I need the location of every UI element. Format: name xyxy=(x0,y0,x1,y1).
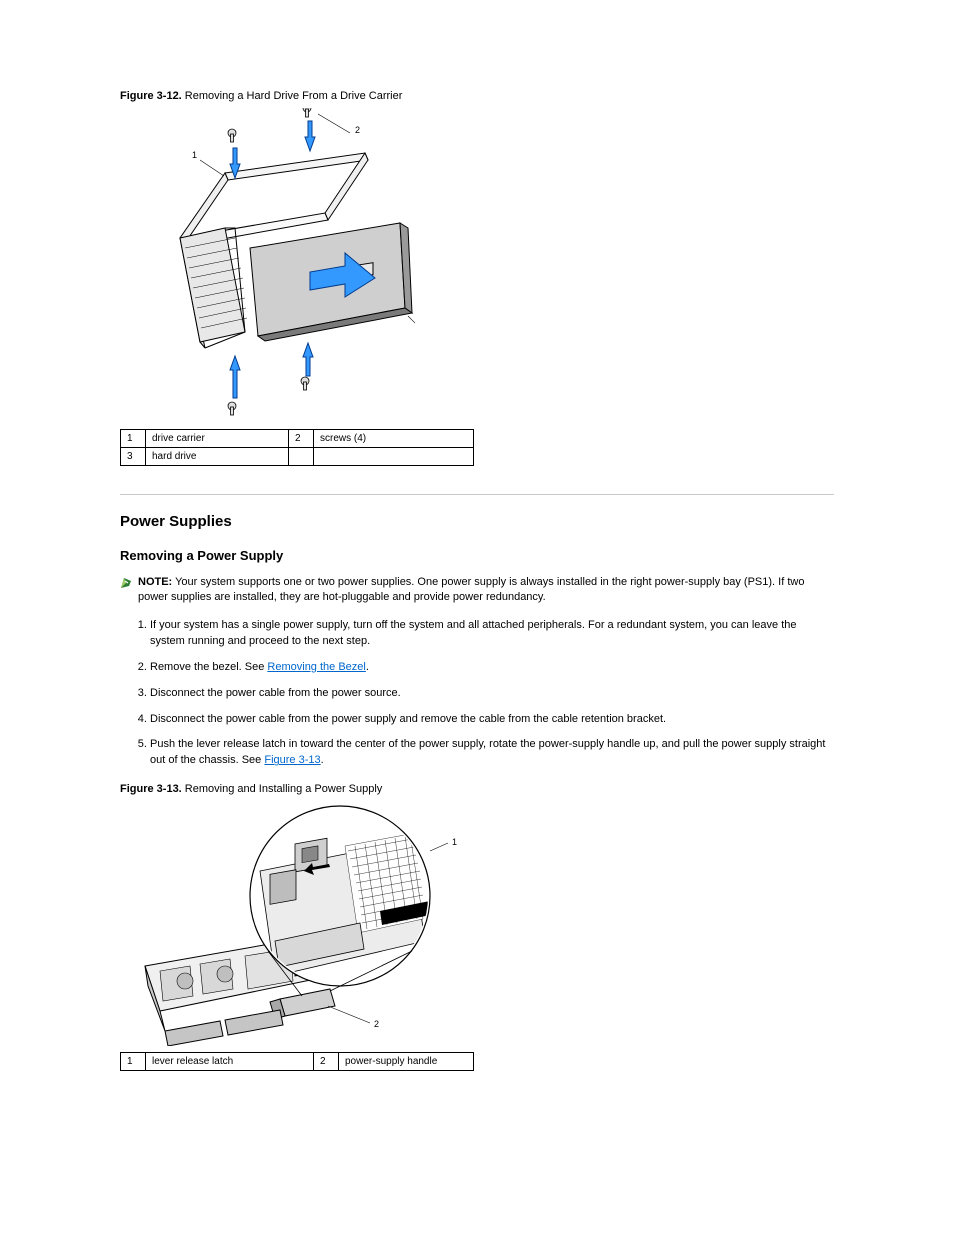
figure2-caption-text: Removing and Installing a Power Supply xyxy=(185,783,383,795)
section-title: Power Supplies xyxy=(120,513,834,530)
figure2-caption: Figure 3-13. Removing and Installing a P… xyxy=(120,783,834,795)
step-1: If your system has a single power supply… xyxy=(150,618,834,650)
divider xyxy=(120,494,834,495)
note-text: Your system supports one or two power su… xyxy=(138,576,804,603)
legend-label: drive carrier xyxy=(146,430,289,448)
figure1-caption-text: Removing a Hard Drive From a Drive Carri… xyxy=(185,90,403,102)
step-text: Disconnect the power cable from the powe… xyxy=(150,713,666,725)
step-text-part: . xyxy=(321,754,324,766)
legend-num: 2 xyxy=(289,430,314,448)
step-text-part: Push the lever release latch in toward t… xyxy=(150,738,825,766)
section-subtitle: Removing a Power Supply xyxy=(120,548,834,563)
legend-label: power-supply handle xyxy=(339,1053,474,1071)
step-4: Disconnect the power cable from the powe… xyxy=(150,712,834,728)
step-5: Push the lever release latch in toward t… xyxy=(150,737,834,769)
figure1-caption-prefix: Figure 3-12. xyxy=(120,90,185,102)
legend-num: 3 xyxy=(121,448,146,466)
legend-label: hard drive xyxy=(146,448,289,466)
legend-label: lever release latch xyxy=(146,1053,314,1071)
legend-num: 1 xyxy=(121,1053,146,1071)
figure2-callout-2: 2 xyxy=(374,1019,379,1029)
figure2-callout-1: 1 xyxy=(452,837,457,847)
link-removing-bezel[interactable]: Removing the Bezel xyxy=(267,661,365,673)
step-text-part: . xyxy=(366,661,369,673)
link-figure-3-13[interactable]: Figure 3-13 xyxy=(264,754,320,766)
figure2-image: 1 2 xyxy=(130,801,480,1046)
figure1-legend: 1 drive carrier 2 screws (4) 3 hard driv… xyxy=(120,429,474,466)
figure1-image: 1 2 3 xyxy=(150,108,415,423)
legend-num xyxy=(289,448,314,466)
note-label: NOTE: xyxy=(138,576,172,588)
page: Figure 3-12. Removing a Hard Drive From … xyxy=(0,0,954,1235)
legend-label xyxy=(314,448,474,466)
table-row: 1 drive carrier 2 screws (4) xyxy=(121,430,474,448)
table-row: 3 hard drive xyxy=(121,448,474,466)
note-icon xyxy=(120,577,132,589)
step-text: If your system has a single power supply… xyxy=(150,619,797,647)
figure1-caption: Figure 3-12. Removing a Hard Drive From … xyxy=(120,90,834,102)
note-body: NOTE: Your system supports one or two po… xyxy=(138,575,834,606)
legend-num: 1 xyxy=(121,430,146,448)
note: NOTE: Your system supports one or two po… xyxy=(120,575,834,606)
legend-num: 2 xyxy=(314,1053,339,1071)
legend-label: screws (4) xyxy=(314,430,474,448)
step-2: Remove the bezel. See Removing the Bezel… xyxy=(150,660,834,676)
figure1-callout-1: 1 xyxy=(192,150,197,160)
figure2-caption-prefix: Figure 3-13. xyxy=(120,783,185,795)
step-3: Disconnect the power cable from the powe… xyxy=(150,686,834,702)
step-text: Disconnect the power cable from the powe… xyxy=(150,687,401,699)
steps-list: If your system has a single power supply… xyxy=(120,618,834,770)
step-text-part: Remove the bezel. See xyxy=(150,661,267,673)
figure1-callout-2: 2 xyxy=(355,125,360,135)
table-row: 1 lever release latch 2 power-supply han… xyxy=(121,1053,474,1071)
figure2-legend: 1 lever release latch 2 power-supply han… xyxy=(120,1052,474,1071)
